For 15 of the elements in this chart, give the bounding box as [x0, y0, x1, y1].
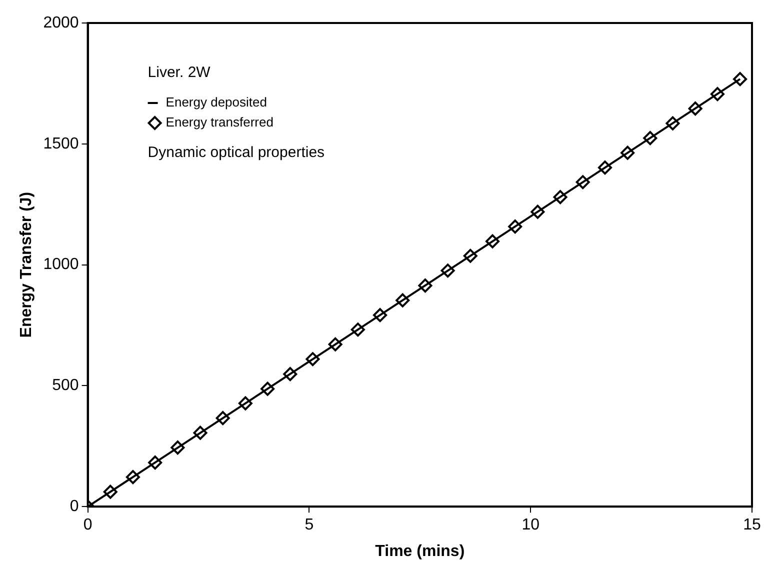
legend-label: Energy transferred — [166, 114, 274, 130]
y-tick-label: 0 — [70, 498, 79, 516]
y-tick-label: 2000 — [43, 14, 79, 32]
y-axis-title: Energy Transfer (J) — [18, 192, 36, 338]
x-tick-label: 10 — [522, 516, 540, 534]
y-tick-label: 1500 — [43, 135, 79, 152]
x-tick-label: 0 — [83, 516, 92, 534]
legend-title: Liver. 2W — [148, 64, 212, 82]
x-tick-label: 15 — [743, 516, 761, 534]
x-tick-label: 5 — [304, 516, 314, 534]
x-axis-title: Time (mins) — [375, 542, 465, 560]
legend-label: Energy deposited — [166, 94, 267, 110]
y-tick-label: 500 — [52, 377, 79, 394]
annotation: Dynamic optical properties — [148, 144, 325, 162]
y-tick-label: 1000 — [43, 256, 79, 274]
